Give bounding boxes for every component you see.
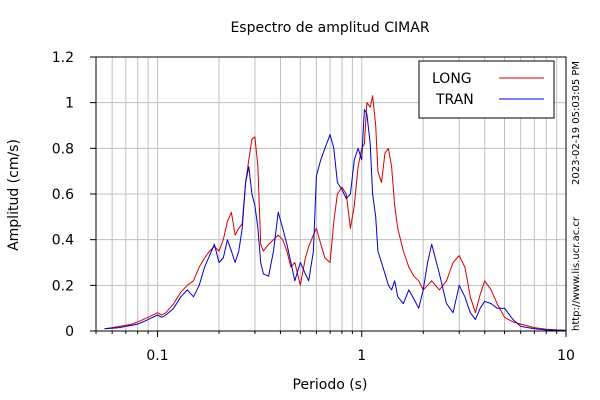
y-axis-label: Amplitud (cm/s) [6,139,22,251]
y-tick-label: 0 [65,324,74,340]
chart-title: Espectro de amplitud CIMAR [230,20,429,36]
y-tick-label: 0.4 [52,233,74,249]
timestamp-label: 2023-02-19 05:03:05 PM [571,61,582,185]
x-tick-label: 0.1 [146,348,168,364]
y-tick-label: 0.8 [52,141,74,157]
y-tick-label: 0.6 [52,187,74,203]
legend: LONG TRAN [418,60,555,119]
series-line-tran [104,109,567,331]
x-axis-label: Periodo (s) [293,377,368,393]
y-tick-label: 1.2 [52,50,74,66]
legend-label-long: LONG [432,71,472,87]
y-tick-label: 1 [65,96,74,112]
series-line-long [104,95,567,331]
series-lines [104,95,567,331]
x-tick-label: 1 [357,348,366,364]
legend-box [418,60,555,119]
y-tick-label: 0.2 [52,278,74,294]
tick-labels: 0 0.2 0.4 0.6 0.8 1 1.2 0.1 1 10 [52,50,575,364]
axis-ticks [90,56,567,337]
legend-label-tran: TRAN [435,92,474,108]
x-tick-label: 10 [557,348,575,364]
url-label: http://www.lis.ucr.ac.cr [571,216,582,331]
